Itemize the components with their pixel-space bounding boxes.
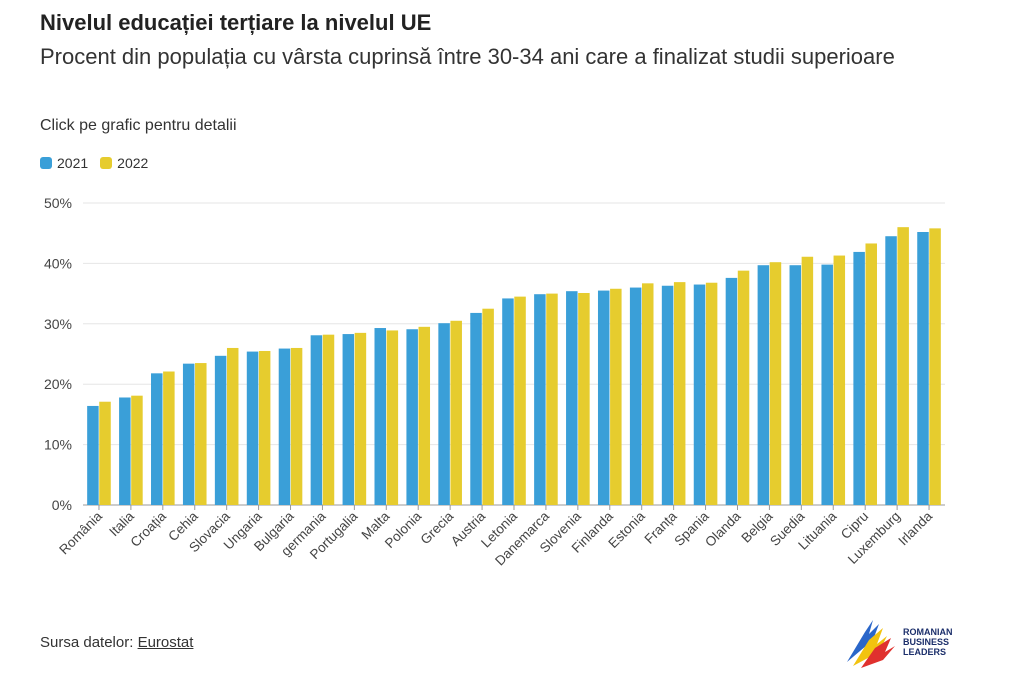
bar-2021[interactable] [310,335,323,505]
logo-line-1: ROMANIAN [903,627,953,637]
x-tick-label: Estonia [605,508,648,551]
source-link[interactable]: Eurostat [137,634,194,651]
bar-2021[interactable] [278,348,291,505]
bar-2021[interactable] [502,298,514,505]
bar-2022[interactable] [450,320,462,505]
bar-2021[interactable] [406,329,418,505]
bar-2022[interactable] [833,255,846,505]
bar-2022[interactable] [546,293,558,505]
y-tick-label: 50% [44,195,72,211]
bar-2022[interactable] [418,326,431,505]
legend: 2021 2022 [40,155,160,171]
bar-2021[interactable] [917,231,929,505]
legend-label-2022: 2022 [117,155,149,171]
bar-2022[interactable] [482,308,494,505]
source-label: Sursa datelor: [40,634,134,651]
bar-2021[interactable] [119,397,131,505]
bar-2021[interactable] [725,277,738,505]
bar-2021[interactable] [470,312,482,505]
click-hint: Click pe grafic pentru detalii [40,117,237,134]
bar-2021[interactable] [87,405,99,505]
legend-swatch-2022 [100,157,113,169]
bar-2022[interactable] [163,371,175,505]
bar-2021[interactable] [374,328,386,505]
y-tick-label: 20% [44,376,72,392]
bar-2021[interactable] [534,294,546,505]
source-note: Sursa datelor: Eurostat [40,634,193,651]
chart-title: Nivelul educației terțiare la nivelul UE [40,10,432,35]
bar-2021[interactable] [182,363,195,505]
bar-2022[interactable] [897,227,909,505]
bar-2021[interactable] [566,291,578,505]
bar-2022[interactable] [769,262,782,505]
x-tick-label: România [56,508,105,557]
bar-2022[interactable] [195,363,207,505]
bar-2021[interactable] [246,351,259,505]
bar-chart[interactable]: 0%10%20%30%40%50%România ItaliaCroațiaCeh… [0,185,1024,585]
y-tick-label: 30% [44,316,72,332]
x-tick-label: Irlanda [895,508,935,548]
legend-item-2021[interactable]: 2021 [40,155,88,171]
bar-2021[interactable] [853,251,865,505]
bar-2021[interactable] [789,265,802,505]
bar-2021[interactable] [342,334,355,505]
bar-2022[interactable] [929,228,941,506]
bar-2022[interactable] [705,282,718,505]
bar-2022[interactable] [290,347,303,505]
bar-2021[interactable] [757,265,770,505]
romanian-business-leaders-logo: ROMANIAN BUSINESS LEADERS [843,610,973,670]
bar-2022[interactable] [131,395,143,505]
bar-2021[interactable] [597,290,610,505]
bar-2022[interactable] [354,332,367,505]
logo-line-2: BUSINESS [903,637,950,647]
legend-item-2022[interactable]: 2022 [100,155,148,171]
bar-2022[interactable] [99,401,111,505]
bar-2021[interactable] [693,284,706,505]
bar-2021[interactable] [438,323,450,505]
bar-2022[interactable] [514,296,526,505]
bar-2022[interactable] [610,288,622,505]
legend-swatch-2021 [40,157,52,169]
bar-2021[interactable] [151,373,163,505]
bar-2022[interactable] [737,270,750,505]
bar-2022[interactable] [386,330,399,505]
bar-2021[interactable] [661,285,674,505]
bar-2022[interactable] [801,256,814,505]
bar-2022[interactable] [258,350,271,505]
x-tick-label: Olanda [702,508,744,550]
y-tick-label: 0% [52,497,72,513]
logo-line-3: LEADERS [903,647,947,657]
bar-2021[interactable] [214,355,227,505]
bar-2022[interactable] [673,282,686,505]
logo-text: ROMANIAN BUSINESS LEADERS [903,627,953,657]
y-tick-label: 40% [44,255,72,271]
bar-2021[interactable] [821,264,833,505]
chart-subtitle: Procent din populația cu vârsta cuprinsă… [40,44,895,69]
bar-2022[interactable] [322,334,335,505]
y-tick-label: 10% [44,437,72,453]
bar-2022[interactable] [578,292,590,505]
x-tick-label: Polonia [382,508,425,551]
bar-2021[interactable] [885,236,897,505]
bar-2021[interactable] [629,287,642,505]
bar-2022[interactable] [226,347,239,505]
bar-2022[interactable] [865,243,877,505]
legend-label-2021: 2021 [57,155,89,171]
logo-mark-icon [847,620,895,668]
x-tick-label: Croația [128,508,170,550]
bar-2022[interactable] [642,283,654,505]
